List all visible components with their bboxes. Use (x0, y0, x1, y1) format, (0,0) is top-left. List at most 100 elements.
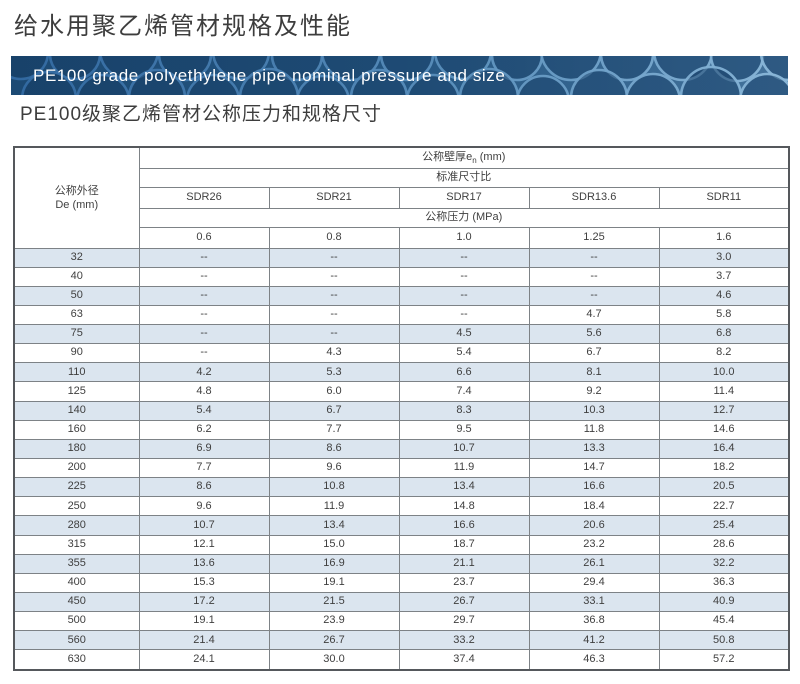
wall-thickness-cell: -- (268, 304, 400, 326)
wall-thickness-cell: -- (398, 304, 530, 326)
outer-diameter-cell: 125 (13, 381, 140, 402)
wall-thickness-cell: 5.3 (268, 362, 400, 383)
outer-diameter-header-line1: 公称外径 (54, 184, 99, 197)
pressure-value-header: 1.25 (528, 226, 660, 249)
outer-diameter-cell: 355 (13, 553, 140, 574)
wall-thickness-cell: 6.6 (398, 362, 530, 383)
wall-thickness-cell: 15.3 (138, 572, 270, 594)
wall-thickness-cell: 16.6 (398, 515, 530, 536)
outer-diameter-cell: 250 (13, 496, 140, 517)
wall-thickness-cell: 26.7 (398, 592, 530, 613)
wall-thickness-suffix: (mm) (476, 150, 506, 163)
subtitle: PE100级聚乙烯管材公称压力和规格尺寸 (20, 104, 383, 125)
wall-thickness-cell: 21.5 (268, 592, 400, 613)
outer-diameter-cell: 180 (13, 438, 140, 460)
outer-diameter-cell: 200 (13, 458, 140, 479)
wall-thickness-cell: 7.7 (138, 458, 270, 479)
wall-thickness-cell: 16.9 (268, 553, 400, 574)
wall-thickness-cell: 32.2 (658, 553, 790, 574)
outer-diameter-cell: 630 (13, 649, 140, 671)
wall-thickness-cell: 9.6 (138, 496, 270, 517)
wall-thickness-cell: 7.4 (398, 381, 530, 402)
wall-thickness-cell: 28.6 (658, 534, 790, 555)
outer-diameter-cell: 160 (13, 419, 140, 440)
wall-thickness-cell: 6.7 (528, 343, 660, 364)
wall-thickness-cell: 8.6 (268, 438, 400, 460)
wall-thickness-cell: 12.1 (138, 534, 270, 555)
wall-thickness-cell: 45.4 (658, 611, 790, 632)
table-row: 400 15.3 19.1 23.7 29.4 36.3 (13, 572, 790, 594)
wall-thickness-cell: 6.7 (268, 400, 400, 421)
pressure-value-header: 1.6 (658, 226, 790, 249)
wall-thickness-cell: 20.6 (528, 515, 660, 536)
outer-diameter-cell: 225 (13, 477, 140, 498)
wall-thickness-cell: 9.2 (528, 381, 660, 402)
wall-thickness-subscript: n (472, 156, 477, 166)
wall-thickness-cell: 6.8 (658, 324, 790, 345)
wall-thickness-cell: 11.9 (398, 458, 530, 479)
wall-thickness-cell: 4.2 (138, 362, 270, 383)
wall-thickness-cell: 8.3 (398, 400, 530, 421)
wall-thickness-cell: 11.4 (658, 381, 790, 402)
outer-diameter-cell: 450 (13, 592, 140, 613)
wall-thickness-cell: -- (528, 247, 660, 268)
wall-thickness-cell: 25.4 (658, 515, 790, 536)
wall-thickness-cell: -- (528, 285, 660, 306)
wall-thickness-cell: 4.5 (398, 324, 530, 345)
wall-thickness-cell: 15.0 (268, 534, 400, 555)
table-row: 90 -- 4.3 5.4 6.7 8.2 (13, 343, 790, 364)
wall-thickness-cell: 13.4 (268, 515, 400, 536)
wall-thickness-cell: 36.8 (528, 611, 660, 632)
wall-thickness-cell: 5.4 (398, 343, 530, 364)
sdr-column-header: SDR13.6 (528, 186, 660, 209)
wall-thickness-cell: 9.5 (398, 419, 530, 440)
wall-thickness-cell: 18.2 (658, 458, 790, 479)
wall-thickness-cell: -- (268, 266, 400, 287)
spec-table-container: 公称外径 De (mm) 公称壁厚en (mm) 标准尺寸比 SDR26 SDR… (13, 146, 791, 671)
wall-thickness-cell: 4.3 (268, 343, 400, 364)
table-body: 32 -- -- -- -- 3.0 40 -- -- -- -- 3.7 50 -- -- -- -- 4.6 6… (13, 247, 790, 671)
outer-diameter-cell: 110 (13, 362, 140, 383)
outer-diameter-cell: 32 (13, 247, 140, 268)
sdr-column-header: SDR11 (658, 186, 790, 209)
outer-diameter-cell: 90 (13, 343, 140, 364)
wall-thickness-cell: 6.0 (268, 381, 400, 402)
wall-thickness-cell: -- (398, 247, 530, 268)
wall-thickness-cell: 11.9 (268, 496, 400, 517)
table-row: 160 6.2 7.7 9.5 11.8 14.6 (13, 419, 790, 440)
outer-diameter-cell: 315 (13, 534, 140, 555)
wall-thickness-cell: 33.1 (528, 592, 660, 613)
wall-thickness-cell: 14.7 (528, 458, 660, 479)
page-title: 给水用聚乙烯管材规格及性能 (14, 13, 352, 40)
sdr-column-header: SDR26 (138, 186, 270, 209)
wall-thickness-cell: 7.7 (268, 419, 400, 440)
wall-thickness-cell: 13.3 (528, 438, 660, 460)
wall-thickness-header: 公称壁厚en (mm) (138, 146, 790, 169)
pressure-value-header: 0.6 (138, 226, 270, 249)
table-row: 200 7.7 9.6 11.9 14.7 18.2 (13, 458, 790, 479)
spec-table: 公称外径 De (mm) 公称壁厚en (mm) 标准尺寸比 SDR26 SDR… (13, 146, 791, 671)
banner-title: PE100 grade polyethylene pipe nominal pr… (33, 65, 506, 85)
table-row: 110 4.2 5.3 6.6 8.1 10.0 (13, 362, 790, 383)
wall-thickness-cell: -- (138, 285, 270, 306)
pressure-value-header: 0.8 (268, 226, 400, 249)
wall-thickness-cell: 4.8 (138, 381, 270, 402)
outer-diameter-cell: 75 (13, 324, 140, 345)
pressure-title-header: 公称压力 (MPa) (138, 207, 790, 228)
table-row: 180 6.9 8.6 10.7 13.3 16.4 (13, 438, 790, 460)
wall-thickness-cell: 23.7 (398, 572, 530, 594)
sdr-title-header: 标准尺寸比 (138, 167, 790, 188)
outer-diameter-cell: 500 (13, 611, 140, 632)
wall-thickness-cell: 5.6 (528, 324, 660, 345)
wall-thickness-cell: -- (138, 304, 270, 326)
wall-thickness-cell: 13.4 (398, 477, 530, 498)
wall-thickness-cell: 18.4 (528, 496, 660, 517)
wall-thickness-cell: 19.1 (268, 572, 400, 594)
wall-thickness-cell: 8.6 (138, 477, 270, 498)
wall-thickness-cell: -- (138, 324, 270, 345)
table-row: 280 10.7 13.4 16.6 20.6 25.4 (13, 515, 790, 536)
banner: PE100 grade polyethylene pipe nominal pr… (11, 56, 788, 95)
wall-thickness-cell: 36.3 (658, 572, 790, 594)
table-row: 500 19.1 23.9 29.7 36.8 45.4 (13, 611, 790, 632)
wall-thickness-cell: -- (398, 285, 530, 306)
